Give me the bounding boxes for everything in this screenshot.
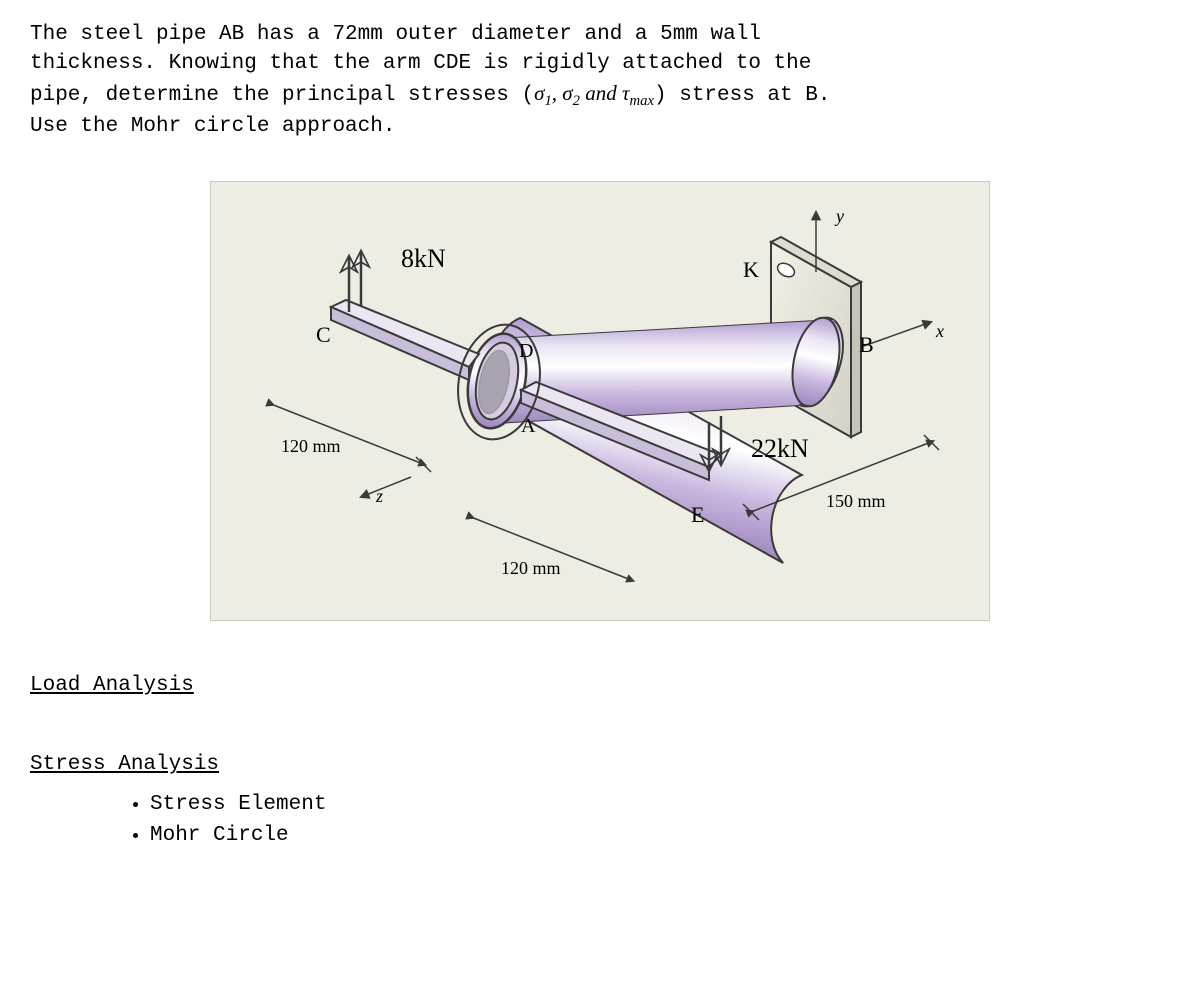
- problem-line2: thickness. Knowing that the arm CDE is r…: [30, 52, 811, 75]
- sigma2-sub: 2: [573, 93, 580, 109]
- force-bottom-label: 22kN: [751, 434, 809, 463]
- dim-bottom-label: 120 mm: [501, 558, 561, 578]
- and-text: and: [580, 81, 622, 105]
- figure-container: 8kN 22kN 120 mm 120 mm 150 mm C D A E K …: [30, 181, 1170, 621]
- pipe-diagram: 8kN 22kN 120 mm 120 mm 150 mm C D A E K …: [210, 181, 990, 621]
- problem-line3-post: ) stress at B.: [654, 84, 830, 107]
- force-top-label: 8kN: [401, 244, 446, 273]
- bullet-mohr-circle: Mohr Circle: [150, 821, 1170, 850]
- label-e: E: [691, 502, 704, 527]
- tau-sub: max: [630, 93, 654, 109]
- label-c: C: [316, 322, 331, 347]
- sigma1: σ: [534, 81, 544, 105]
- label-b: B: [859, 332, 874, 357]
- dim-right-label: 150 mm: [826, 491, 886, 511]
- problem-line3-pre: pipe, determine the principal stresses (: [30, 84, 534, 107]
- label-a: A: [521, 415, 536, 437]
- axis-x-label: x: [935, 321, 944, 341]
- sigma1-sub: 1: [544, 93, 551, 109]
- problem-statement: The steel pipe AB has a 72mm outer diame…: [30, 20, 1170, 141]
- section-load-analysis: Load Analysis: [30, 671, 1170, 700]
- dim-left-label: 120 mm: [281, 436, 341, 456]
- comma1: ,: [552, 81, 563, 105]
- tau: τ: [622, 81, 630, 105]
- sigma2: σ: [562, 81, 572, 105]
- label-k: K: [743, 257, 759, 282]
- problem-line1: The steel pipe AB has a 72mm outer diame…: [30, 23, 761, 46]
- bullet-stress-element: Stress Element: [150, 790, 1170, 819]
- axis-z: [361, 477, 411, 497]
- problem-line4: Use the Mohr circle approach.: [30, 115, 395, 138]
- axis-y-label: y: [834, 206, 844, 226]
- section-stress-analysis: Stress Analysis: [30, 750, 1170, 779]
- axis-z-label: z: [375, 486, 383, 506]
- label-d: D: [519, 340, 533, 362]
- stress-subsections: Stress Element Mohr Circle: [150, 790, 1170, 851]
